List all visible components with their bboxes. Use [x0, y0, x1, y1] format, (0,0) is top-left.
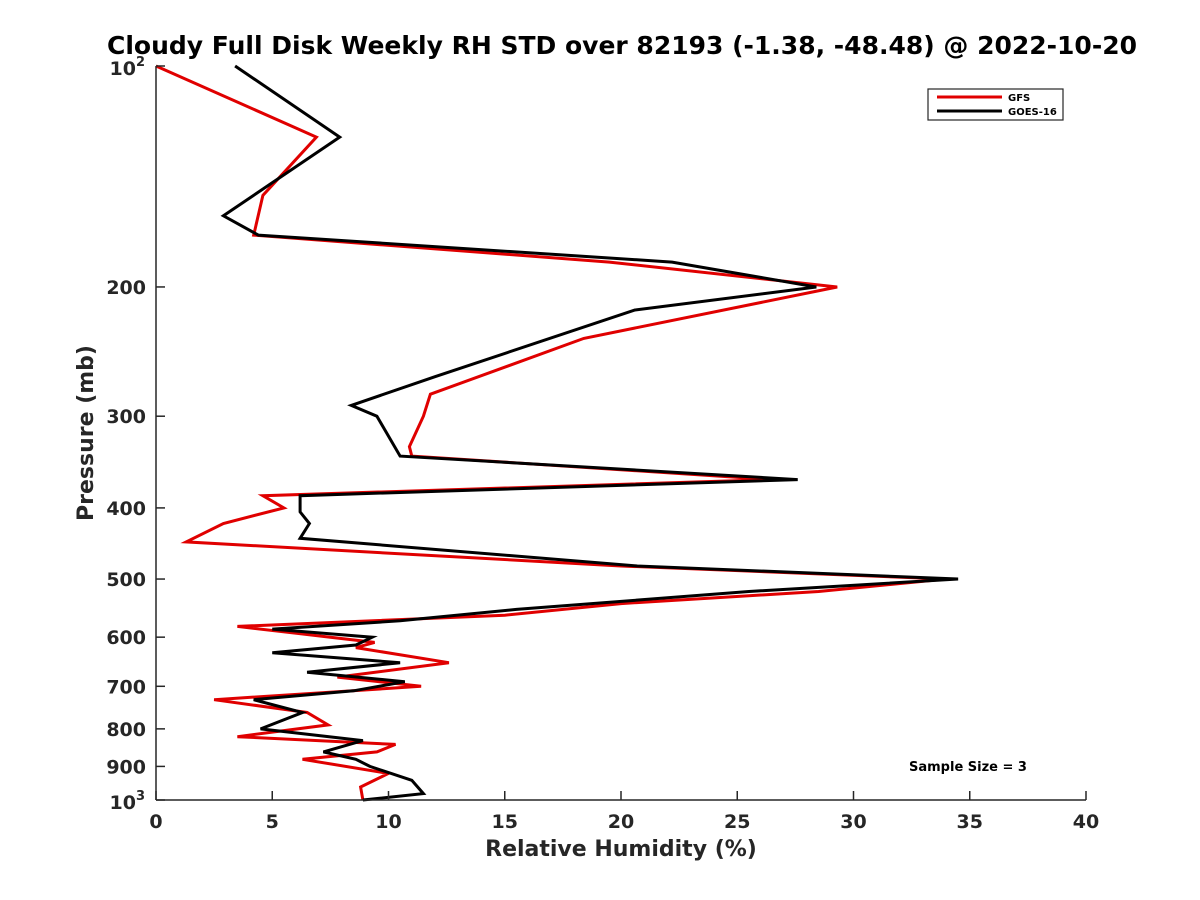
plot-frame: [156, 66, 1086, 800]
y-axis-label: Pressure (mb): [74, 345, 99, 521]
y-tick-label: 800: [106, 719, 146, 741]
legend: GFS GOES-16: [927, 88, 1064, 121]
series-line-gfs: [155, 64, 947, 801]
legend-label-goes-16: GOES-16: [1008, 107, 1057, 118]
series-line-goes-16: [220, 64, 959, 802]
y-tick-label: 900: [106, 756, 146, 778]
x-tick-label: 25: [724, 811, 750, 833]
x-tick-label: 20: [608, 811, 634, 833]
y-tick-label: 103: [110, 789, 146, 814]
x-ticks: 0 5 10 15 20 25 30 35 40: [149, 791, 1099, 833]
sample-size-note: Sample Size = 3: [909, 760, 1027, 775]
y-ticks: 102 200 300 400 500 600 700 800 900 103: [106, 55, 165, 814]
y-tick-label: 200: [106, 277, 146, 299]
x-axis-label: Relative Humidity (%): [485, 837, 757, 862]
x-tick-label: 40: [1073, 811, 1099, 833]
x-tick-label: 0: [149, 811, 162, 833]
y-tick-label: 700: [106, 676, 146, 698]
y-tick-label: 300: [106, 406, 146, 428]
x-tick-label: 30: [840, 811, 866, 833]
y-tick-label: 600: [106, 627, 146, 649]
x-tick-label: 5: [266, 811, 279, 833]
y-tick-label: 500: [106, 569, 146, 591]
y-tick-label: 400: [106, 498, 146, 520]
x-tick-label: 15: [492, 811, 518, 833]
legend-label-gfs: GFS: [1008, 93, 1030, 104]
x-tick-label: 10: [375, 811, 401, 833]
chart-title: Cloudy Full Disk Weekly RH STD over 8219…: [107, 31, 1137, 60]
legend-box: [927, 88, 1064, 121]
y-tick-label: 102: [110, 55, 146, 80]
x-tick-label: 35: [957, 811, 983, 833]
series-layer: [155, 64, 959, 802]
